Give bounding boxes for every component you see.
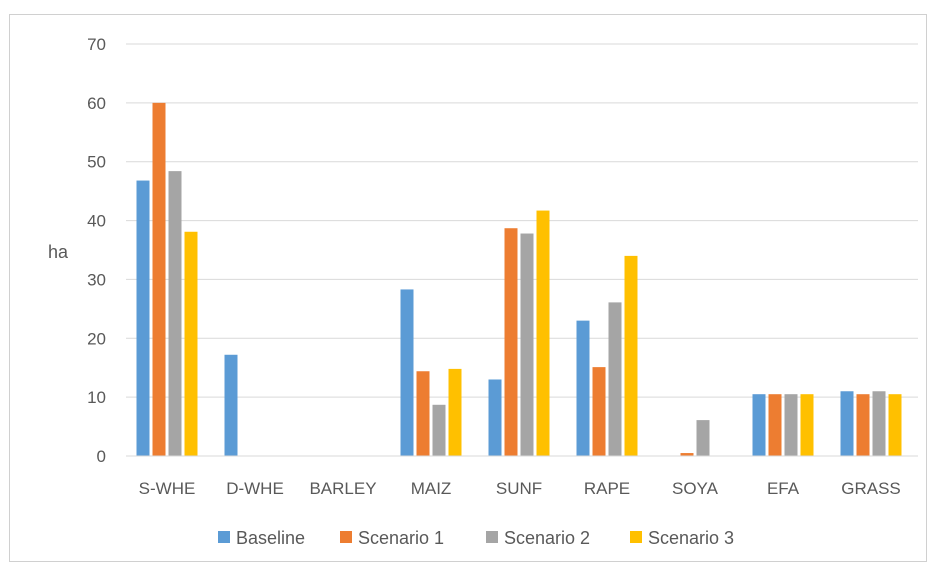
legend-label: Baseline [236, 528, 305, 548]
x-category-label: RAPE [584, 479, 630, 498]
bar-sunf-scenario-3 [536, 210, 550, 456]
y-tick-label: 50 [87, 153, 106, 172]
y-tick-label: 40 [87, 212, 106, 231]
x-category-label: SOYA [672, 479, 719, 498]
bar-sunf-scenario-1 [504, 228, 518, 456]
bar-s-whe-scenario-2 [168, 171, 182, 457]
x-category-label: GRASS [841, 479, 901, 498]
bar-rape-scenario-3 [624, 255, 638, 456]
bar-s-whe-baseline [136, 180, 150, 456]
bar-efa-scenario-3 [800, 394, 814, 456]
bar-grass-baseline [840, 391, 854, 456]
bar-sunf-scenario-2 [520, 233, 534, 456]
legend-swatch [486, 531, 498, 543]
bars [136, 102, 902, 457]
bar-rape-scenario-1 [592, 367, 606, 456]
x-axis-categories: S-WHE D-WHE BARLEY MAIZ SUNF RAPE SOYA EFA GRASS [139, 479, 901, 498]
y-tick-label: 20 [87, 329, 106, 348]
bar-sunf-baseline [488, 379, 502, 456]
bar-rape-scenario-2 [608, 302, 622, 456]
y-axis-ticks: 0 10 20 30 40 50 60 70 [87, 35, 106, 466]
bar-maiz-scenario-2 [432, 404, 446, 456]
bar-maiz-scenario-3 [448, 368, 462, 456]
bar-soya-scenario-2 [696, 420, 710, 456]
bar-efa-scenario-2 [784, 394, 798, 456]
bar-grass-scenario-1 [856, 394, 870, 456]
x-category-label: EFA [767, 479, 800, 498]
bar-s-whe-scenario-3 [184, 231, 198, 456]
legend-label: Scenario 3 [648, 528, 734, 548]
bar-maiz-baseline [400, 289, 414, 456]
bar-grass-scenario-2 [872, 391, 886, 456]
bar-soya-scenario-1 [680, 453, 694, 456]
bar-efa-baseline [752, 394, 766, 456]
y-tick-label: 10 [87, 388, 106, 407]
legend-label: Scenario 2 [504, 528, 590, 548]
x-category-label: SUNF [496, 479, 542, 498]
bar-grass-scenario-3 [888, 394, 902, 456]
legend: Baseline Scenario 1 Scenario 2 Scenario 3 [218, 528, 734, 548]
y-tick-label: 0 [97, 447, 106, 466]
bar-s-whe-scenario-1 [152, 102, 166, 456]
bar-efa-scenario-1 [768, 394, 782, 456]
legend-swatch [218, 531, 230, 543]
y-tick-label: 30 [87, 270, 106, 289]
x-category-label: BARLEY [309, 479, 376, 498]
legend-swatch [630, 531, 642, 543]
legend-swatch [340, 531, 352, 543]
bar-maiz-scenario-1 [416, 371, 430, 456]
x-category-label: D-WHE [226, 479, 284, 498]
x-category-label: MAIZ [411, 479, 452, 498]
x-category-label: S-WHE [139, 479, 196, 498]
y-tick-label: 60 [87, 94, 106, 113]
bar-rape-baseline [576, 320, 590, 456]
bar-d-whe-baseline [224, 354, 238, 456]
y-tick-label: 70 [87, 35, 106, 54]
y-axis-title: ha [48, 242, 69, 262]
legend-label: Scenario 1 [358, 528, 444, 548]
